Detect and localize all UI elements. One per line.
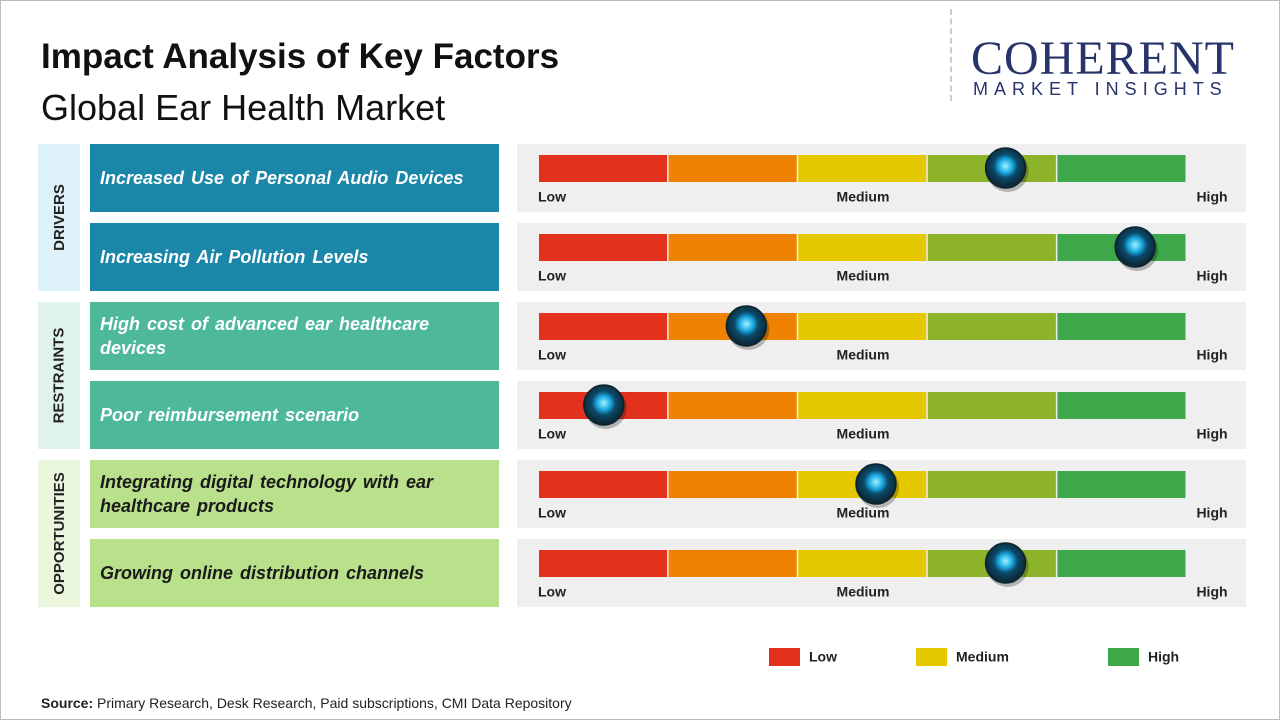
gauge-segment (798, 550, 927, 577)
factor-label: Poor reimbursement scenario (90, 381, 499, 449)
gauge-segment (798, 155, 927, 182)
source-text: Primary Research, Desk Research, Paid su… (97, 695, 572, 711)
gauge-segment (539, 234, 668, 261)
gauge-label: Medium (837, 268, 890, 284)
gauge-segment (539, 471, 668, 498)
group-label: OPPORTUNITIES (38, 460, 80, 607)
gauge-segment (1057, 155, 1186, 182)
gauge-segment (539, 313, 668, 340)
legend-swatch (769, 648, 800, 666)
gauge-segment (668, 155, 797, 182)
gauge-label: Low (538, 584, 566, 600)
gauge-label: Medium (837, 426, 890, 442)
gauge-segment (668, 471, 797, 498)
legend-label: Low (809, 649, 837, 665)
gauge-label: High (1196, 189, 1227, 205)
legend-label: High (1148, 649, 1179, 665)
gauge-segment (927, 392, 1056, 419)
knob (1114, 226, 1156, 268)
gauge-segment (927, 234, 1056, 261)
gauge-segment (927, 471, 1056, 498)
gauge-label: High (1196, 505, 1227, 521)
gauge-label: High (1196, 584, 1227, 600)
knob (583, 384, 625, 426)
knob (984, 147, 1027, 189)
gauge-label: High (1196, 347, 1227, 363)
gauge-label: Low (538, 505, 566, 521)
subtitle: Global Ear Health Market (41, 87, 446, 128)
factor-label: Growing online distribution channels (90, 539, 499, 607)
knob (725, 305, 768, 347)
knob (984, 542, 1027, 584)
gauge-segment (927, 313, 1056, 340)
divider (950, 9, 952, 101)
factor-label: High cost of advanced ear healthcare dev… (90, 302, 499, 370)
logo-brand: COHERENT (971, 32, 1235, 85)
gauge-segment (539, 550, 668, 577)
gauge-label: Low (538, 268, 566, 284)
gauge-segment (1057, 392, 1186, 419)
factor-label: Increased Use of Personal Audio Devices (90, 144, 499, 212)
gauge-segment (798, 392, 927, 419)
title: Impact Analysis of Key Factors (41, 37, 560, 76)
source: Source: Primary Research, Desk Research,… (41, 695, 572, 711)
source-label: Source: (41, 695, 94, 711)
gauge-label: High (1196, 426, 1227, 442)
group-label: RESTRAINTS (38, 302, 80, 449)
gauge-segment (668, 550, 797, 577)
logo-tagline: MARKET INSIGHTS (973, 79, 1228, 99)
factor-label: Integrating digital technology with ear … (90, 460, 499, 528)
gauge-label: Medium (837, 584, 890, 600)
gauge-segment (668, 234, 797, 261)
gauge-label: Medium (837, 505, 890, 521)
gauge-segment (798, 313, 927, 340)
group-label: DRIVERS (38, 144, 80, 291)
gauge-label: Medium (837, 347, 890, 363)
gauge-segment (668, 392, 797, 419)
gauge-segment (539, 155, 668, 182)
gauge-segment (1057, 313, 1186, 340)
gauge-label: Low (538, 189, 566, 205)
gauge-segment (1057, 550, 1186, 577)
gauge-label: Medium (837, 189, 890, 205)
knob (855, 463, 897, 505)
gauge-label: Low (538, 347, 566, 363)
gauge-segment (798, 234, 927, 261)
gauge-segment (1057, 471, 1186, 498)
legend-swatch (1108, 648, 1139, 666)
legend-swatch (916, 648, 947, 666)
factor-label: Increasing Air Pollution Levels (90, 223, 499, 291)
gauge-label: High (1196, 268, 1227, 284)
legend-label: Medium (956, 649, 1009, 665)
gauge-label: Low (538, 426, 566, 442)
